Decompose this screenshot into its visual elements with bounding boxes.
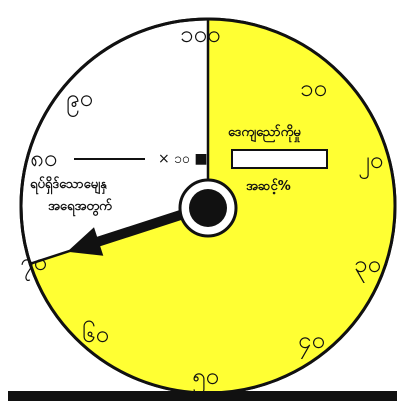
result-unit-label: အဆင့်% [246, 179, 291, 194]
tick-label-30: ၃၀ [354, 250, 381, 278]
tick-label-20: ၂၀ [358, 146, 384, 174]
tick-label-10: ၁၀ [300, 74, 327, 102]
result-input-box[interactable] [231, 149, 328, 169]
tick-label-50: ၅၀ [192, 362, 219, 390]
tick-label-40: ၄၀ [298, 326, 325, 354]
tick-label-60: ၆၀ [82, 320, 109, 348]
tick-label-70: ၇၀ [20, 248, 47, 276]
formula-denominator-line2: အရေအတွက် [48, 199, 112, 214]
result-label: ဒေကျညော်ကိုမှု [228, 125, 301, 140]
formula-multiply: × ၁၀ ■ [158, 151, 208, 167]
formula-numerator: ၈၀ [30, 144, 58, 172]
formula-denominator-line1: ရပ်ရှိဒ်သောမျေနှ [30, 177, 107, 192]
ground-bar [8, 391, 397, 401]
needle-arrow [67, 208, 187, 256]
tick-label-90: ၉၀ [66, 84, 93, 112]
hub-inner [189, 189, 227, 227]
tick-label-100: ၁၀၀ [180, 20, 221, 48]
